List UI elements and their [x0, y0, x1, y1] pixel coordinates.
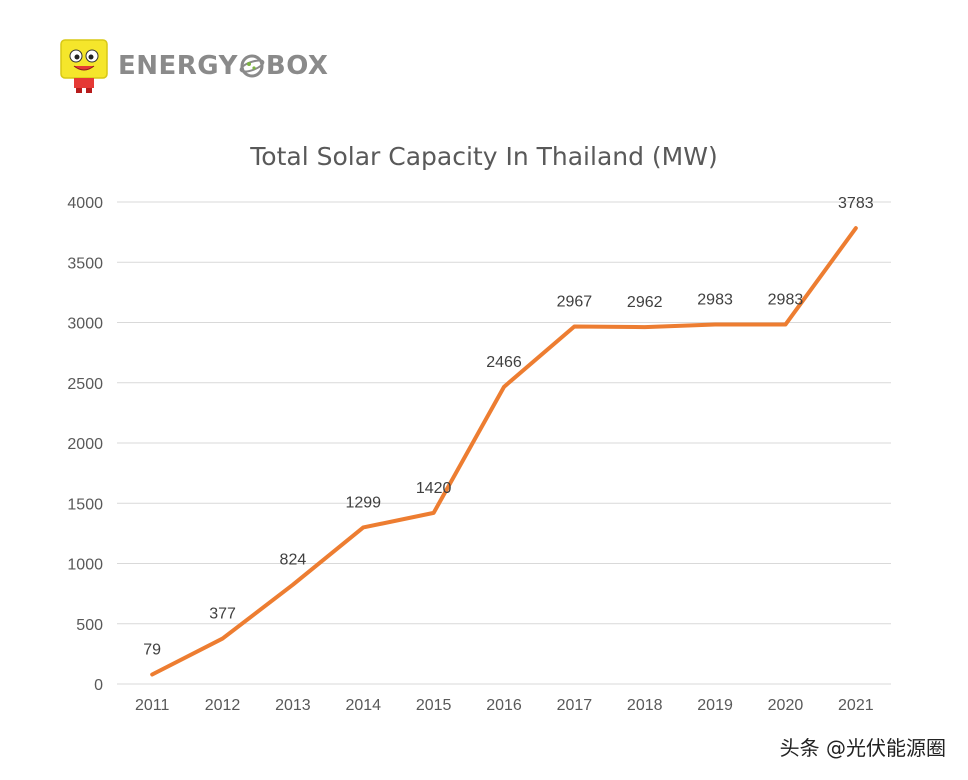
data-label: 377 [209, 606, 236, 623]
watermark: 头条 @光伏能源圈 [779, 736, 946, 760]
data-label: 2983 [768, 292, 804, 309]
x-tick-label: 2021 [838, 697, 874, 714]
x-tick-label: 2012 [205, 697, 241, 714]
y-tick-label: 3000 [67, 316, 103, 333]
chart-title: Total Solar Capacity In Thailand (MW) [250, 142, 718, 171]
y-tick-label: 1500 [67, 496, 103, 513]
globe-icon [239, 54, 265, 78]
y-tick-label: 2000 [67, 436, 103, 453]
data-label: 2967 [557, 293, 593, 310]
brand-name-right: BOX [265, 51, 329, 81]
data-label: 79 [143, 641, 161, 658]
data-label: 1420 [416, 480, 452, 497]
data-label: 824 [280, 552, 307, 569]
x-tick-label: 2018 [627, 697, 663, 714]
y-tick-label: 3500 [67, 255, 103, 272]
mascot-icon [60, 39, 108, 93]
y-tick-label: 0 [94, 677, 103, 694]
x-tick-label: 2011 [135, 697, 170, 714]
data-label: 2983 [697, 292, 733, 309]
x-tick-label: 2020 [768, 697, 804, 714]
brand-name-left: ENERGY [118, 51, 238, 81]
x-tick-label: 2016 [486, 697, 522, 714]
x-tick-label: 2013 [275, 697, 311, 714]
data-label: 2466 [486, 354, 522, 371]
y-tick-label: 500 [76, 617, 103, 634]
data-label: 3783 [838, 195, 874, 212]
x-tick-label: 2015 [416, 697, 452, 714]
data-label: 1299 [345, 494, 381, 511]
brand-wordmark: ENERGY BOX [118, 51, 328, 81]
x-tick-label: 2014 [345, 697, 381, 714]
x-tick-label: 2019 [697, 697, 733, 714]
y-tick-label: 2500 [67, 376, 103, 393]
series-line [150, 226, 858, 677]
y-tick-label: 4000 [67, 195, 103, 212]
x-tick-label: 2017 [557, 697, 593, 714]
data-label: 2962 [627, 294, 663, 311]
y-tick-label: 1000 [67, 557, 103, 574]
brand-logo: ENERGY BOX [58, 38, 328, 94]
